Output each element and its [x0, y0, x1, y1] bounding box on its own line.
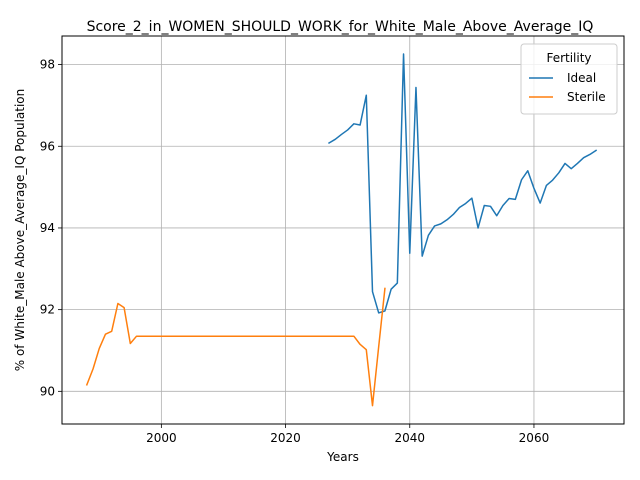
y-tick-label: 94: [40, 221, 55, 235]
legend-title: Fertility: [546, 51, 591, 65]
x-tick-label: 2060: [519, 431, 550, 445]
chart-title: Score_2_in_WOMEN_SHOULD_WORK_for_White_M…: [87, 19, 594, 35]
y-axis-label: % of White_Male Above_Average_IQ Populat…: [13, 89, 27, 372]
series-line-sterile: [85, 287, 386, 407]
y-tick-label: 92: [40, 303, 55, 317]
ticks: 2000 2020 2040 2060 90 92 94 96 98: [40, 58, 550, 445]
plot-frame: [61, 35, 625, 425]
legend: Fertility Ideal Sterile: [520, 43, 618, 115]
x-tick-label: 2000: [146, 431, 177, 445]
y-tick-label: 98: [40, 58, 55, 72]
series-line-ideal: [328, 53, 598, 314]
x-tick-label: 2020: [270, 431, 301, 445]
series-layer: [85, 53, 598, 407]
y-tick-label: 90: [40, 384, 55, 398]
legend-label-sterile: Sterile: [567, 90, 606, 104]
x-tick-label: 2040: [394, 431, 425, 445]
y-tick-label: 96: [40, 139, 55, 153]
legend-label-ideal: Ideal: [567, 71, 596, 85]
x-axis-label: Years: [326, 450, 359, 464]
